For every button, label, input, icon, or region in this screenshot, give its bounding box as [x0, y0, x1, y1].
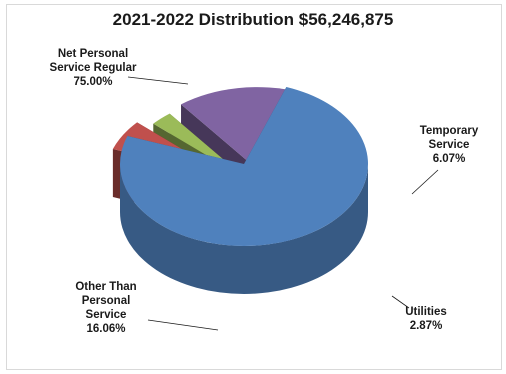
leader-utilities — [391, 295, 410, 309]
slice-rim-0-net-personal-service-regular — [120, 164, 368, 294]
slice-net-personal-service-regular — [119, 86, 368, 294]
slice-top-other-than-personal-service — [181, 87, 300, 170]
label-other-than-personal-service: Other Than Personal Service 16.06% — [75, 281, 137, 335]
leader-other-than-personal — [147, 319, 219, 331]
label-temporary-service: Temporary Service 6.07% — [419, 125, 479, 165]
leader-temporary — [411, 169, 439, 195]
leader-net-personal — [127, 76, 189, 85]
slice-top-net-personal-service-regular — [119, 86, 368, 246]
chart-title: 2021-2022 Distribution $56,246,875 — [112, 10, 394, 29]
label-utilities: Utilities 2.87% — [405, 306, 447, 332]
label-net-personal-service-regular: Net Personal Service Regular 75.00% — [49, 48, 137, 88]
